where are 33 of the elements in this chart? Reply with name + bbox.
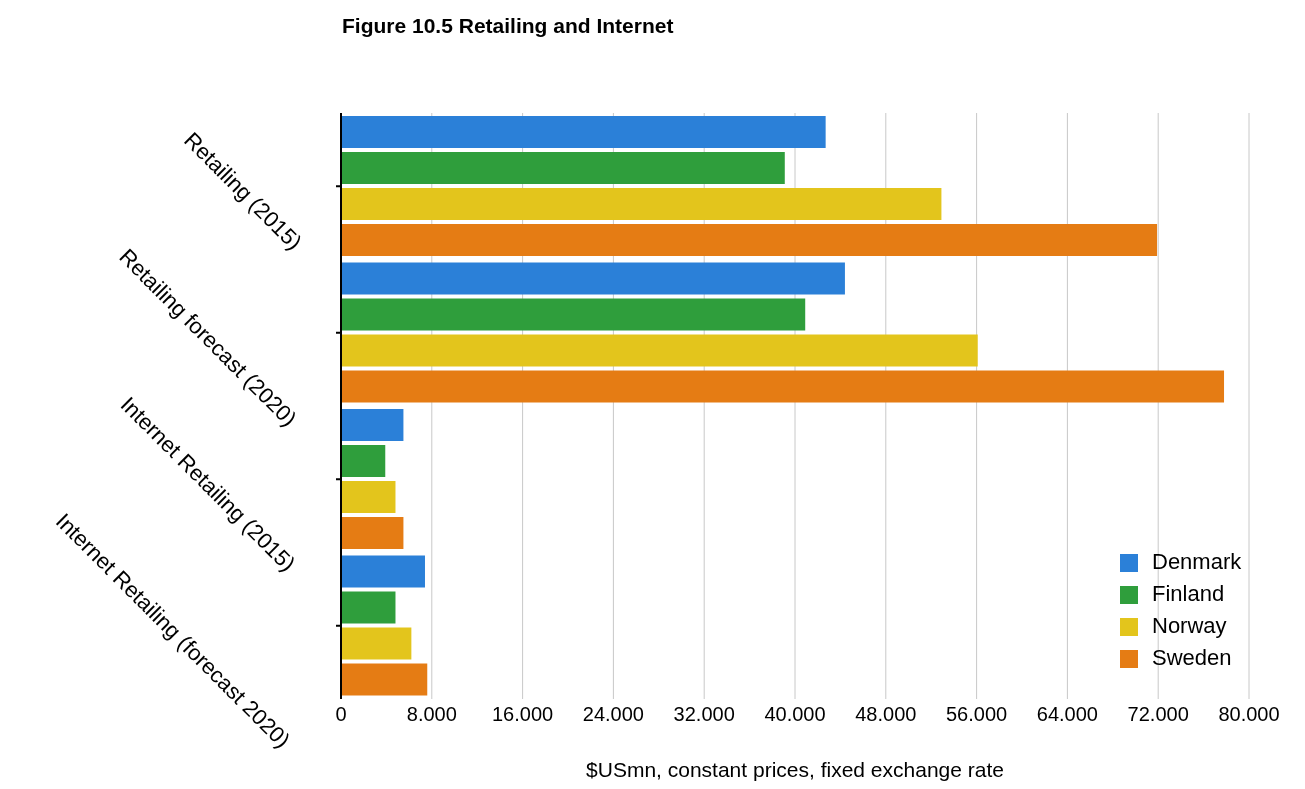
bar <box>341 555 425 588</box>
x-tick-label: 40.000 <box>764 703 826 726</box>
legend-label: Sweden <box>1152 645 1232 670</box>
bar <box>341 151 785 184</box>
x-tick-label: 56.000 <box>946 703 1008 726</box>
bar <box>341 370 1225 403</box>
bar <box>341 480 396 513</box>
bar <box>341 223 1158 256</box>
bar <box>341 408 404 441</box>
bar <box>341 444 386 477</box>
chart-title: Figure 10.5 Retailing and Internet <box>342 14 674 38</box>
x-tick-label: 64.000 <box>1036 703 1098 726</box>
bar <box>341 115 826 148</box>
bar <box>341 187 942 220</box>
x-tick-label: 80.000 <box>1218 703 1280 726</box>
x-tick-label: 16.000 <box>492 703 554 726</box>
x-tick-label: 0 <box>335 703 347 726</box>
bar <box>341 334 978 367</box>
bar <box>341 262 845 295</box>
x-tick-label: 48.000 <box>855 703 917 726</box>
bar <box>341 591 396 624</box>
x-tick-label: 8.000 <box>406 703 457 726</box>
bar <box>341 516 404 549</box>
x-axis-title: $USmn, constant prices, fixed exchange rate <box>586 758 1004 781</box>
bar <box>341 298 806 331</box>
legend-label: Denmark <box>1152 549 1242 574</box>
legend-label: Norway <box>1152 613 1227 638</box>
x-tick-label: 72.000 <box>1127 703 1189 726</box>
x-tick-label: 32.000 <box>673 703 735 726</box>
bar <box>341 663 428 696</box>
bar <box>341 627 412 660</box>
legend-label: Finland <box>1152 581 1225 606</box>
x-tick-label: 24.000 <box>582 703 644 726</box>
